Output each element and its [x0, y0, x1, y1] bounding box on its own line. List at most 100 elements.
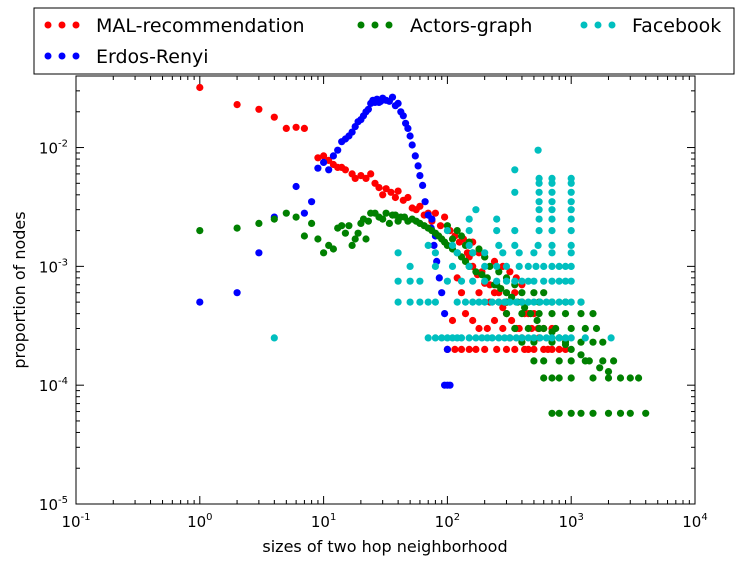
point-erdos-renyi: [430, 241, 438, 249]
y-tick-label: 10-5: [39, 495, 68, 514]
point-mal-recommendation: [351, 174, 359, 182]
point-facebook: [488, 334, 496, 342]
legend-entry-mal-recommendation: MAL-recommendation: [44, 15, 305, 37]
point-actors-graph: [475, 245, 483, 253]
point-mal-recommendation: [451, 345, 459, 353]
point-actors-graph: [255, 219, 263, 227]
point-mal-recommendation: [292, 123, 300, 131]
point-erdos-renyi: [414, 162, 422, 170]
point-actors-graph: [555, 374, 563, 382]
legend-marker: [44, 21, 52, 29]
point-actors-graph: [589, 409, 597, 417]
point-actors-graph: [364, 217, 372, 225]
point-mal-recommendation: [461, 310, 470, 318]
point-facebook: [567, 198, 575, 206]
point-actors-graph: [635, 374, 643, 382]
point-mal-recommendation: [521, 345, 529, 353]
point-facebook: [518, 334, 526, 342]
legend-marker: [371, 21, 379, 29]
point-actors-graph: [495, 268, 503, 276]
point-facebook: [548, 188, 556, 196]
point-mal-recommendation: [362, 174, 370, 182]
point-facebook: [511, 166, 519, 174]
point-actors-graph: [282, 209, 290, 217]
point-actors-graph: [292, 213, 300, 221]
point-actors-graph: [626, 374, 634, 382]
point-actors-graph: [527, 310, 535, 318]
point-actors-graph: [478, 271, 486, 279]
point-erdos-renyi: [435, 274, 443, 282]
point-actors-graph: [472, 268, 480, 276]
point-actors-graph: [592, 324, 601, 333]
legend-marker: [580, 21, 588, 29]
point-facebook: [478, 334, 486, 342]
point-actors-graph: [448, 235, 457, 243]
point-actors-graph: [596, 364, 604, 372]
point-erdos-renyi: [196, 298, 204, 306]
point-erdos-renyi: [394, 99, 402, 107]
point-facebook: [495, 298, 503, 306]
y-tick-label: 10-4: [39, 376, 68, 395]
point-facebook: [499, 249, 507, 257]
x-tick-label: 100: [187, 512, 212, 531]
point-actors-graph: [351, 235, 359, 243]
point-facebook: [607, 334, 615, 342]
point-erdos-renyi: [443, 345, 451, 353]
point-actors-graph: [270, 215, 278, 223]
point-facebook: [530, 249, 538, 257]
point-facebook: [540, 262, 548, 270]
point-mal-recommendation: [548, 345, 556, 353]
point-facebook: [495, 241, 503, 249]
point-mal-recommendation: [431, 209, 439, 217]
point-facebook: [448, 241, 457, 249]
point-actors-graph: [548, 374, 556, 382]
point-mal-recommendation: [493, 345, 501, 353]
point-actors-graph: [616, 374, 625, 382]
point-actors-graph: [581, 357, 589, 365]
point-facebook: [555, 334, 563, 342]
point-facebook: [518, 277, 526, 285]
point-facebook: [511, 188, 519, 196]
point-facebook: [481, 298, 489, 306]
legend-marker: [385, 21, 393, 29]
point-erdos-renyi: [408, 141, 416, 149]
point-facebook: [515, 262, 523, 270]
point-facebook: [515, 249, 523, 257]
point-facebook: [406, 262, 414, 270]
point-facebook: [465, 334, 473, 342]
point-erdos-renyi: [404, 124, 412, 132]
point-mal-recommendation: [196, 83, 204, 92]
point-actors-graph: [561, 310, 570, 318]
point-facebook: [394, 298, 402, 306]
point-actors-graph: [642, 409, 650, 417]
y-tick-label: 10-3: [39, 257, 68, 276]
point-facebook: [567, 241, 575, 249]
point-erdos-renyi: [421, 198, 429, 206]
point-actors-graph: [548, 409, 556, 417]
point-mal-recommendation: [320, 152, 328, 160]
point-actors-graph: [300, 232, 308, 240]
point-mal-recommendation: [341, 166, 349, 174]
point-mal-recommendation: [506, 268, 514, 276]
legend-box: [33, 7, 735, 75]
point-facebook: [548, 241, 556, 249]
point-mal-recommendation: [270, 113, 278, 121]
point-mal-recommendation: [300, 124, 308, 132]
point-actors-graph: [567, 357, 575, 365]
point-actors-graph: [540, 357, 548, 365]
legend-marker: [44, 52, 52, 60]
legend: MAL-recommendation Actors-graph Facebook…: [33, 7, 735, 75]
point-facebook: [512, 334, 520, 342]
point-facebook: [542, 334, 551, 342]
point-facebook: [555, 262, 563, 270]
point-mal-recommendation: [255, 105, 263, 113]
point-facebook: [506, 298, 514, 306]
point-facebook: [472, 206, 480, 214]
legend-label-erdos-renyi: Erdos-Renyi: [96, 46, 209, 68]
point-facebook: [535, 206, 543, 214]
point-erdos-renyi: [334, 146, 342, 154]
point-actors-graph: [599, 357, 607, 365]
point-facebook: [493, 215, 501, 223]
point-erdos-renyi: [438, 289, 446, 297]
point-erdos-renyi: [446, 381, 454, 389]
